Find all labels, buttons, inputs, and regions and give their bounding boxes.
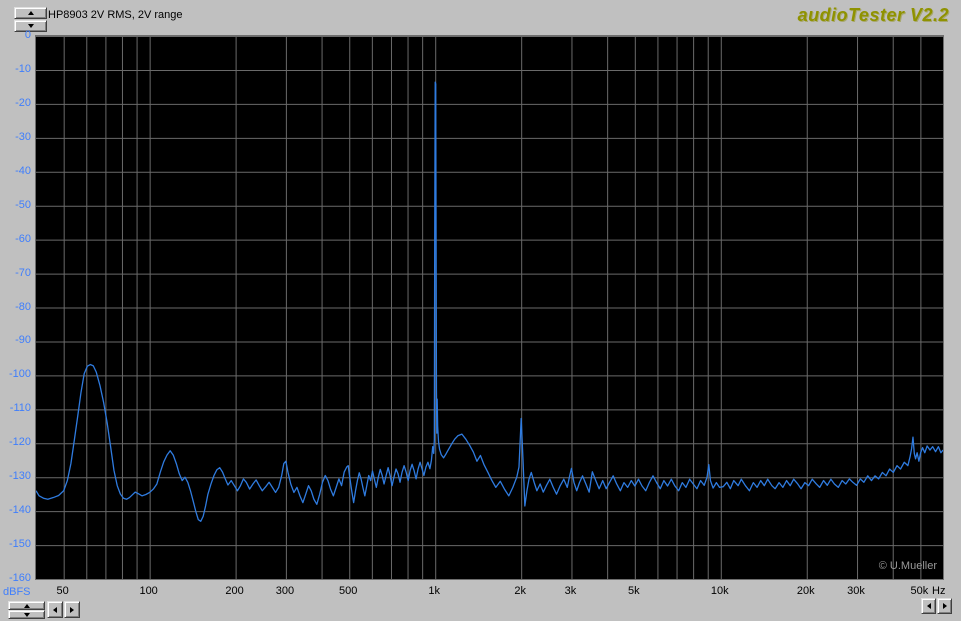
y-tick-label: -20 [15,96,31,109]
spectrum-canvas [36,36,943,579]
spectrum-curve [36,81,943,522]
y-tick-label: -150 [8,538,31,551]
y-tick-label: -50 [15,198,31,211]
y-tick-label: -30 [15,130,31,143]
scroll-right-right-edge-button[interactable] [937,598,952,614]
measurement-title: HP8903 2V RMS, 2V range [48,9,183,21]
x-tick-label: 50k [910,585,929,597]
x-tick-label: 10k [710,585,729,597]
x-tick-label: 30k [847,585,865,597]
x-tick-label: 5k [628,585,640,597]
spectrum-plot [35,35,944,580]
up-arrow-icon [23,603,30,608]
y-tick-label: -160 [8,572,31,584]
scale-spinner-down-button[interactable] [14,20,47,32]
x-tick-label: 200 [225,585,244,597]
x-axis-unit-label: Hz [932,585,946,597]
range-spinner-up-button[interactable] [8,601,45,610]
x-tick-label: 50 [56,585,69,597]
y-tick-label: -60 [15,232,31,245]
y-axis-unit-label: dBFS [3,586,31,598]
x-tick-label: 3k [564,585,577,597]
x-tick-label: 300 [275,585,295,597]
y-tick-label: -70 [15,266,31,279]
x-tick-label: 20k [796,585,815,597]
y-tick-label: -120 [8,436,31,449]
x-tick-label: 2k [514,585,526,597]
left-arrow-icon [53,606,57,613]
y-tick-label: -40 [15,164,31,177]
y-tick-label: -10 [15,62,31,75]
up-arrow-icon [27,11,34,15]
scale-spinner-up-button[interactable] [14,7,47,19]
down-arrow-icon [27,24,34,28]
app-logo: audioTester V2.2 [797,5,949,25]
scroll-right-button[interactable] [64,601,80,618]
x-tick-label: 100 [139,585,158,597]
y-tick-label: -140 [8,504,31,517]
y-tick-label: -130 [8,470,31,483]
right-arrow-icon [942,603,947,609]
down-arrow-icon [23,612,30,617]
x-tick-label: 1k [428,585,441,597]
left-arrow-icon [926,603,931,609]
y-tick-label: -100 [8,368,31,381]
range-spinner-down-button[interactable] [8,610,45,619]
y-tick-label: -110 [9,402,31,415]
scroll-left-right-edge-button[interactable] [921,598,936,614]
right-arrow-icon [70,606,74,613]
x-tick-label: 500 [339,585,358,597]
copyright-label: © U.Mueller [878,560,937,572]
y-tick-label: -90 [15,334,31,347]
scroll-left-button[interactable] [47,601,63,618]
y-tick-label: -80 [15,300,31,313]
y-tick-label: 0 [24,29,31,41]
